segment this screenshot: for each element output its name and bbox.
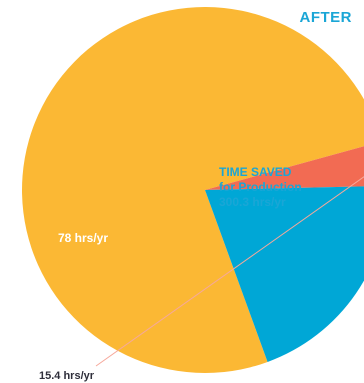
slice-15-4 [205,146,364,190]
chart-title: AFTER [299,9,352,26]
label-15-4: 15.4 hrs/yr [39,370,95,382]
label-78: 78 hrs/yr [58,231,108,245]
label-time-saved: TIME SAVED for Production 300.3 hrs/yr [219,165,302,209]
slice-time-saved [22,7,364,373]
slice-78 [205,186,364,362]
leader-line-15-4 [95,176,364,367]
